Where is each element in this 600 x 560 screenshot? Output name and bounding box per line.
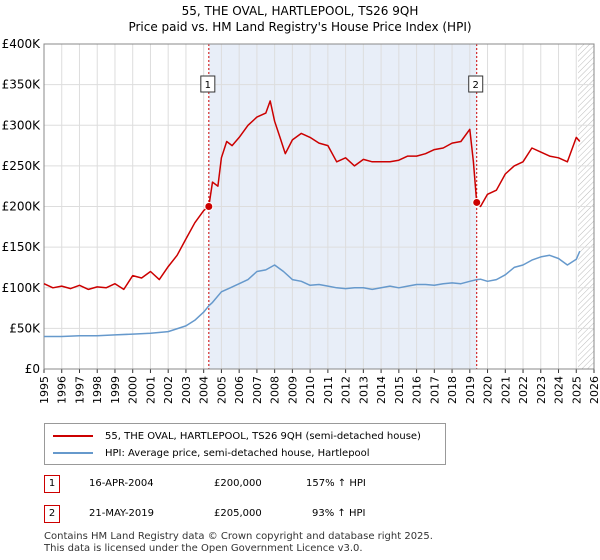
x-tick-label: 2005 (215, 376, 228, 404)
sale-point-1 (204, 202, 214, 211)
x-tick-label: 2022 (517, 376, 530, 404)
sale-marker-1: 1 (44, 475, 60, 493)
x-tick-label: 2017 (428, 376, 441, 404)
legend-item-hpi: HPI: Average price, semi-detached house,… (53, 445, 370, 461)
sale-hpi-1: 157% ↑ HPI (306, 478, 366, 489)
annotation-box-2 (468, 75, 484, 93)
footer: Contains HM Land Registry data © Crown c… (44, 531, 433, 555)
x-tick-label: 2016 (411, 376, 424, 404)
y-tick-label: £50K (9, 321, 41, 335)
x-tick-label: 2026 (588, 376, 600, 404)
x-tick-label: 1998 (91, 376, 104, 404)
sale-date-2: 21-MAY-2019 (89, 508, 155, 519)
y-tick-label: £300K (2, 118, 42, 132)
x-tick-label: 2015 (393, 376, 406, 404)
legend-swatch-red (53, 435, 93, 437)
x-tick-label: 1997 (73, 376, 86, 404)
sale-row-1: 1 16-APR-2004 £200,000 157% ↑ HPI (44, 475, 600, 493)
x-tick-label: 2000 (127, 376, 140, 404)
x-tick-label: 2001 (144, 376, 157, 404)
x-tick-label: 2003 (180, 376, 193, 404)
x-tick-label: 2019 (464, 376, 477, 404)
x-tick-label: 1995 (38, 376, 51, 404)
x-tick-label: 2025 (570, 376, 583, 404)
sale-row-2: 2 21-MAY-2019 £205,000 93% ↑ HPI (44, 505, 600, 523)
annotation-box-1 (200, 75, 216, 93)
x-tick-label: 2014 (375, 376, 388, 404)
chart-title-line1: 55, THE OVAL, HARTLEPOOL, TS26 9QH (181, 4, 419, 18)
annotation-label-1: 1 (205, 80, 211, 91)
footer-copyright: Contains HM Land Registry data © Crown c… (44, 531, 433, 542)
series-hpi (44, 250, 581, 338)
y-tick-label: £250K (2, 159, 42, 173)
chart-title-line2: Price paid vs. HM Land Registry's House … (128, 20, 472, 34)
legend-item-price-paid: 55, THE OVAL, HARTLEPOOL, TS26 9QH (semi… (53, 428, 421, 444)
y-tick-label: £400K (2, 37, 42, 51)
x-tick-label: 2021 (499, 376, 512, 404)
y-tick-label: £100K (2, 281, 42, 295)
legend-label-price-paid: 55, THE OVAL, HARTLEPOOL, TS26 9QH (semi… (105, 430, 421, 442)
x-tick-label: 2004 (198, 376, 211, 404)
x-tick-label: 2018 (446, 376, 459, 404)
x-tick-label: 2009 (286, 376, 299, 404)
price-chart: £0 £50K £100K £150K £200K £250K £300K £350K £400… (2, 37, 600, 404)
legend-label-hpi: HPI: Average price, semi-detached house,… (105, 447, 370, 459)
x-tick-label: 1996 (56, 376, 69, 404)
y-tick-label: £0 (25, 362, 40, 376)
x-tick-label: 2013 (357, 376, 370, 404)
x-tick-label: 2012 (340, 376, 353, 404)
footer-licence: This data is licensed under the Open Gov… (44, 543, 363, 554)
series-price-paid (43, 100, 581, 291)
legend-swatch-blue (53, 452, 93, 454)
x-tick-label: 2020 (482, 376, 495, 404)
x-tick-label: 1999 (109, 376, 122, 404)
x-tick-label: 2002 (162, 376, 175, 404)
x-tick-label: 2010 (304, 376, 317, 404)
x-tick-label: 2008 (269, 376, 282, 404)
sale-marker-2: 2 (44, 505, 60, 523)
x-tick-label: 2023 (535, 376, 548, 404)
x-tick-label: 2024 (553, 376, 566, 404)
annotation-label-2: 2 (473, 80, 479, 91)
x-tick-label: 2007 (251, 376, 264, 404)
legend: 55, THE OVAL, HARTLEPOOL, TS26 9QH (semi… (44, 423, 446, 465)
sale-date-1: 16-APR-2004 (89, 478, 154, 489)
sale-point-2 (472, 197, 482, 207)
y-tick-label: £200K (2, 200, 42, 214)
sale-hpi-2: 93% ↑ HPI (312, 508, 366, 519)
y-tick-label: £150K (2, 240, 42, 254)
x-tick-label: 2006 (233, 376, 246, 404)
x-tick-label: 2011 (322, 376, 335, 404)
y-tick-label: £350K (2, 78, 42, 92)
plot-frame (43, 43, 595, 370)
sale-price-2: £205,000 (214, 508, 262, 519)
sale-price-1: £200,000 (214, 478, 262, 489)
